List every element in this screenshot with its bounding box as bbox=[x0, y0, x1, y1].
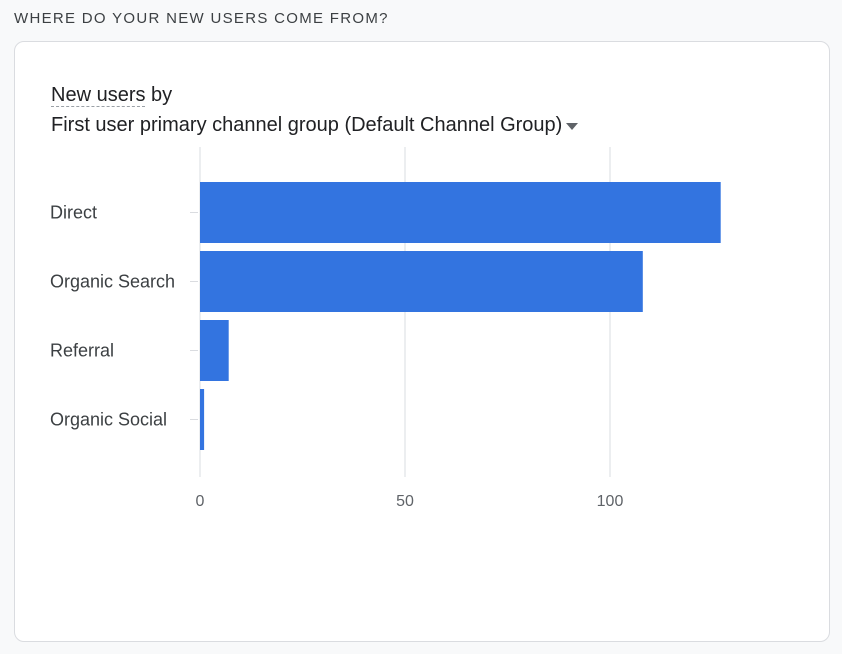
category-label: Direct bbox=[50, 203, 97, 223]
dimension-dropdown[interactable]: First user primary channel group (Defaul… bbox=[51, 110, 579, 140]
bar-organic-social bbox=[200, 389, 205, 450]
section-title: WHERE DO YOUR NEW USERS COME FROM? bbox=[14, 10, 389, 27]
bar-referral bbox=[200, 320, 229, 381]
by-text: by bbox=[151, 84, 173, 106]
metric-selector[interactable]: New users bbox=[51, 84, 146, 107]
channel-card: New users by First user primary channel … bbox=[14, 41, 830, 642]
card-title: New users by First user primary channel … bbox=[51, 80, 579, 140]
x-tick-label: 50 bbox=[396, 493, 414, 510]
category-label: Referral bbox=[50, 341, 114, 361]
caret-down-icon bbox=[566, 122, 579, 130]
dimension-label: First user primary channel group (Defaul… bbox=[51, 114, 563, 136]
bar-direct bbox=[200, 182, 721, 243]
x-tick-label: 0 bbox=[196, 493, 205, 510]
bar-organic-search bbox=[200, 251, 643, 312]
category-label: Organic Search bbox=[50, 272, 175, 292]
category-label: Organic Social bbox=[50, 410, 167, 430]
x-tick-label: 100 bbox=[597, 493, 624, 510]
